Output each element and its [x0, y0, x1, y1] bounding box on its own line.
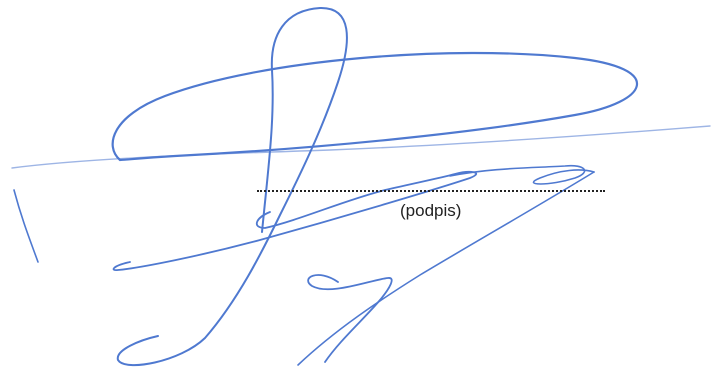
signature-stroke — [307, 274, 393, 363]
signature-stroke — [11, 125, 711, 169]
signature-stroke — [116, 6, 348, 367]
signature-stroke — [112, 171, 477, 272]
signature-stroke — [449, 164, 595, 185]
signature-line — [257, 190, 605, 192]
signature-caption: (podpis) — [400, 201, 462, 220]
signature-stroke — [13, 189, 39, 263]
signature-stroke — [297, 171, 595, 366]
signature-stroke — [111, 51, 639, 162]
